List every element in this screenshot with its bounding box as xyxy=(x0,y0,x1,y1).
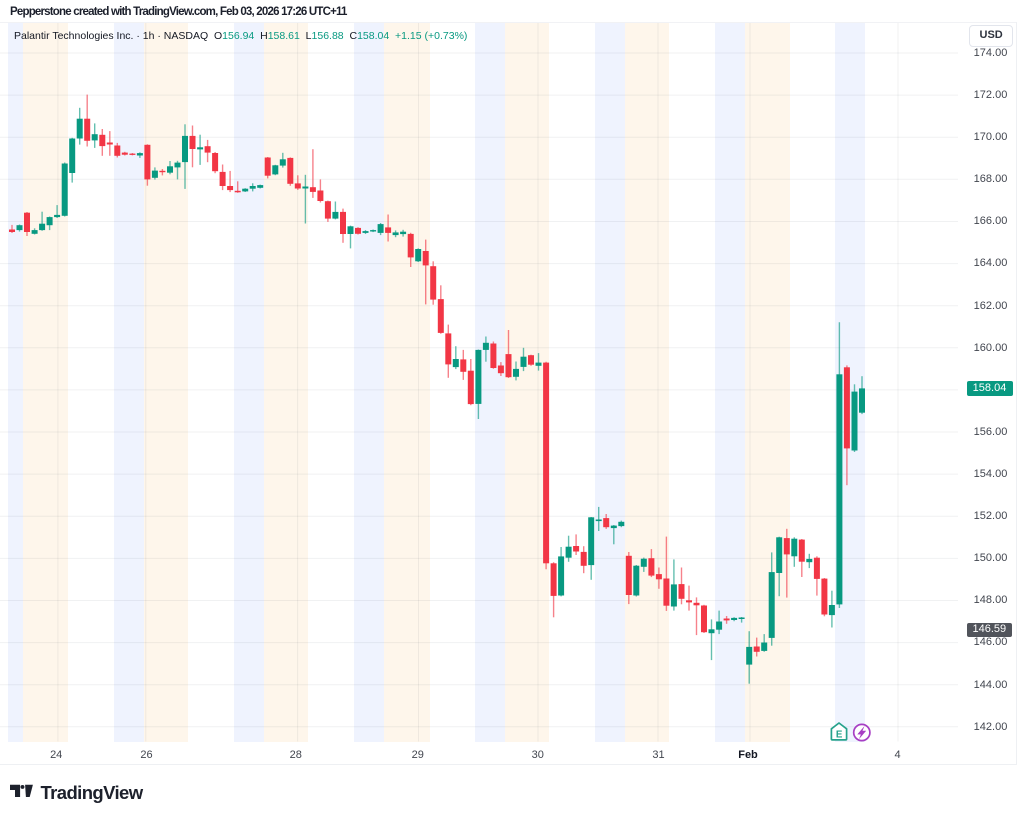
svg-text:E: E xyxy=(836,730,843,741)
